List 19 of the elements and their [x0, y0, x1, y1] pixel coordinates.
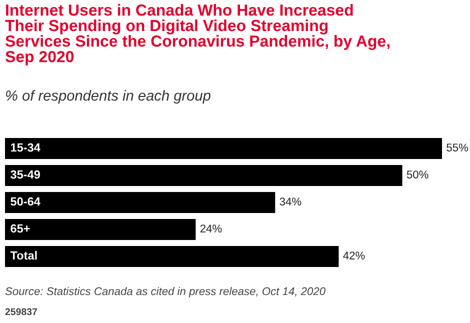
y-tick-label: 35-49 [10, 170, 40, 179]
chart-title: Internet Users in Canada Who Have Increased Their Spending on Digital Video Streaming Services Since the Coronavirus Pandemic, by Age, Sep 2020 [5, 4, 390, 66]
bar [5, 218, 196, 240]
y-tick-label: 15-34 [10, 143, 40, 152]
bar [5, 138, 442, 160]
data-label: 55% [446, 144, 468, 152]
text: 259837 [5, 308, 38, 316]
bar [5, 246, 339, 268]
y-tick-label: 50-64 [10, 197, 40, 206]
data-label: 50% [406, 170, 428, 178]
chart-subtitle: % of respondents in each group [6, 90, 210, 104]
y-tick-label: 65+ [10, 224, 30, 233]
data-label: 34% [280, 198, 302, 206]
data-label: 42% [343, 252, 365, 260]
data-label: 24% [200, 224, 222, 232]
bar [5, 164, 402, 186]
source-note: Source: Statistics Canada as cited in press release, Oct 14, 2020 [5, 287, 326, 298]
bar [5, 192, 276, 214]
y-tick-label: Total [10, 250, 37, 260]
